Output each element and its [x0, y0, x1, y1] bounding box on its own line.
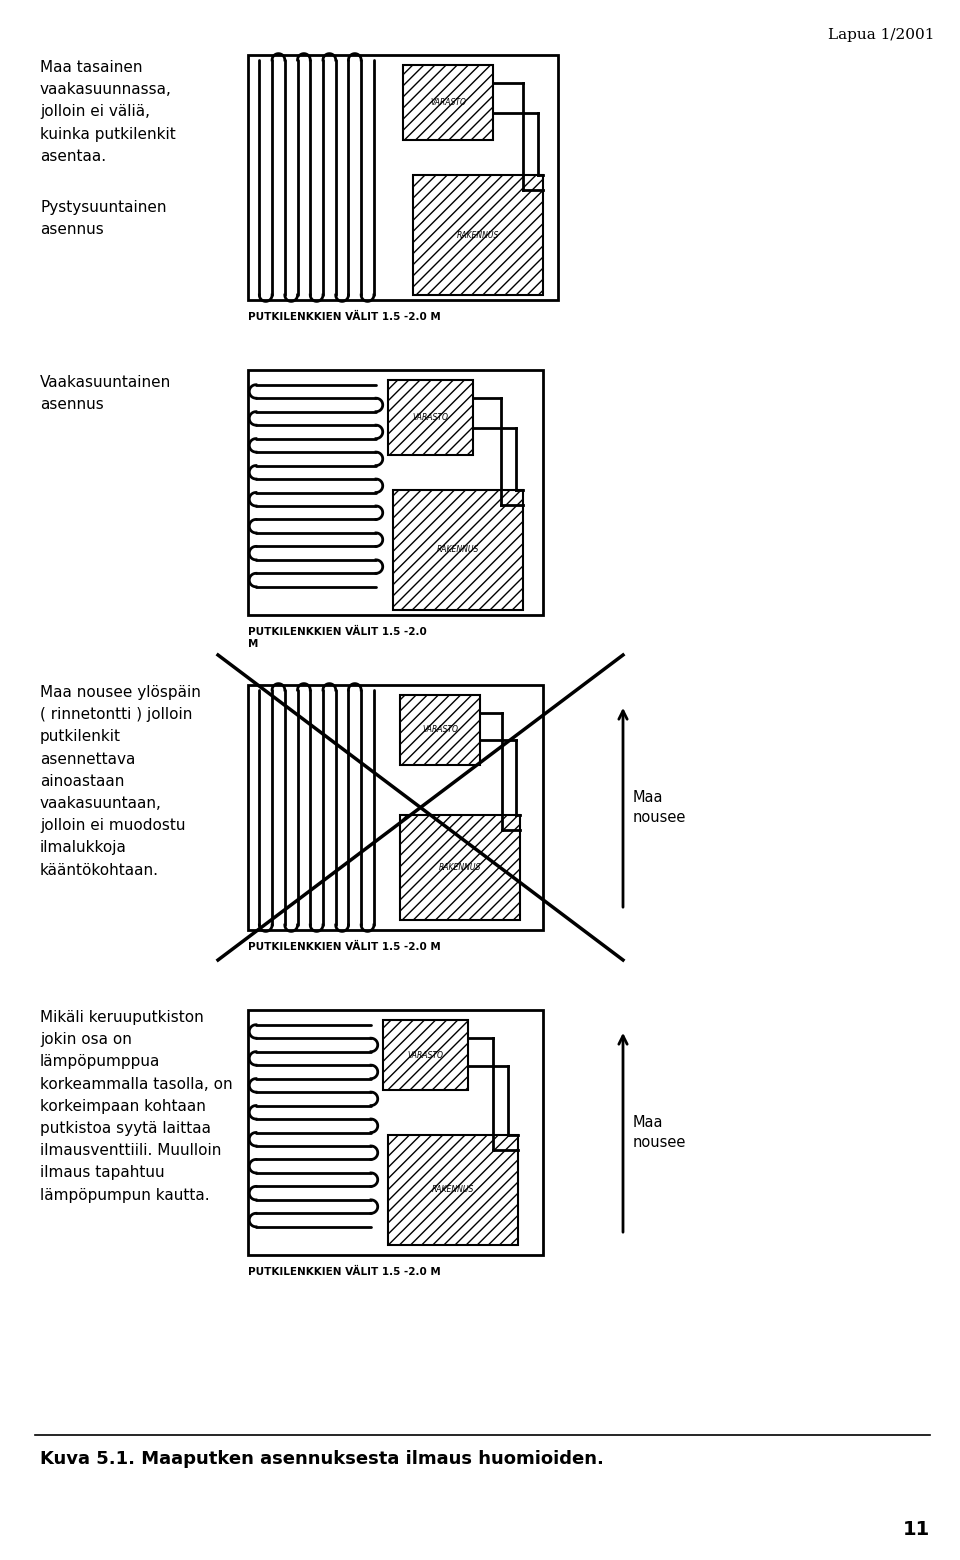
Bar — [388, 1136, 518, 1245]
Bar — [248, 685, 543, 930]
Text: Maa tasainen
vaakasuunnassa,
jolloin ei väliä,
kuinka putkilenkit
asentaa.: Maa tasainen vaakasuunnassa, jolloin ei … — [40, 59, 176, 164]
Bar — [393, 490, 523, 610]
Bar — [403, 66, 493, 140]
Text: Maa
nousee: Maa nousee — [633, 789, 686, 825]
Bar — [248, 370, 543, 615]
Text: VARASTO: VARASTO — [430, 98, 466, 108]
Bar — [388, 381, 473, 456]
Text: VARASTO: VARASTO — [407, 1050, 444, 1059]
Bar — [383, 1020, 468, 1090]
Text: RAKENNUS: RAKENNUS — [437, 546, 479, 554]
Bar — [400, 696, 480, 764]
Text: PUTKILENKKIEN VÄLIT 1.5 -2.0 M: PUTKILENKKIEN VÄLIT 1.5 -2.0 M — [248, 1267, 441, 1278]
Text: RAKENNUS: RAKENNUS — [439, 863, 481, 872]
Text: VARASTO: VARASTO — [413, 413, 448, 423]
Text: 11: 11 — [902, 1519, 930, 1540]
Text: Maa nousee ylöspäin
( rinnetontti ) jolloin
putkilenkit
asennettava
ainoastaan
v: Maa nousee ylöspäin ( rinnetontti ) joll… — [40, 685, 201, 878]
Text: Mikäli keruuputkiston
jokin osa on
lämpöpumppua
korkeammalla tasolla, on
korkeim: Mikäli keruuputkiston jokin osa on lämpö… — [40, 1009, 232, 1203]
Bar — [400, 814, 520, 920]
Text: Vaakasuuntainen
asennus: Vaakasuuntainen asennus — [40, 374, 171, 412]
Text: Kuva 5.1. Maaputken asennuksesta ilmaus huomioiden.: Kuva 5.1. Maaputken asennuksesta ilmaus … — [40, 1449, 604, 1468]
Text: RAKENNUS: RAKENNUS — [432, 1186, 474, 1195]
Bar — [248, 1009, 543, 1254]
Text: PUTKILENKKIEN VÄLIT 1.5 -2.0 M: PUTKILENKKIEN VÄLIT 1.5 -2.0 M — [248, 942, 441, 952]
Text: PUTKILENKKIEN VÄLIT 1.5 -2.0 M: PUTKILENKKIEN VÄLIT 1.5 -2.0 M — [248, 312, 441, 321]
Text: Maa
nousee: Maa nousee — [633, 1115, 686, 1150]
Text: Lapua 1/2001: Lapua 1/2001 — [828, 28, 935, 42]
Text: Pystysuuntainen
asennus: Pystysuuntainen asennus — [40, 200, 166, 237]
Bar — [248, 55, 558, 300]
Bar — [413, 175, 543, 295]
Text: RAKENNUS: RAKENNUS — [457, 231, 499, 240]
Text: PUTKILENKKIEN VÄLIT 1.5 -2.0
M: PUTKILENKKIEN VÄLIT 1.5 -2.0 M — [248, 627, 427, 649]
Text: VARASTO: VARASTO — [422, 725, 458, 735]
